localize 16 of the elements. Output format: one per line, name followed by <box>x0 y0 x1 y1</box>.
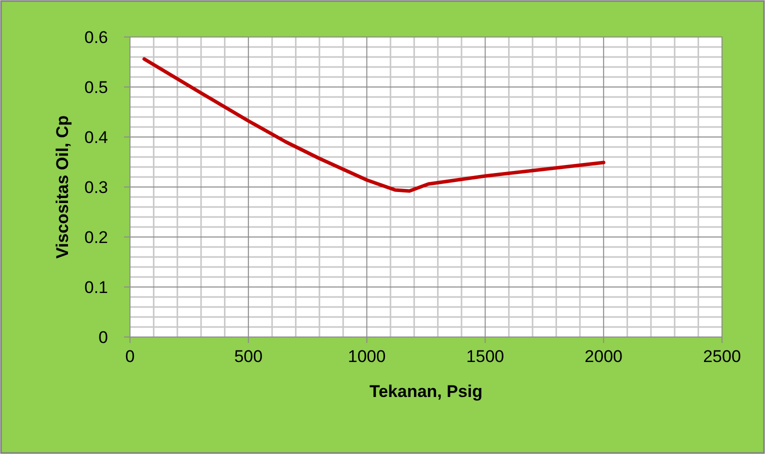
x-tick-label: 0 <box>125 347 135 366</box>
y-tick-label: 0.4 <box>84 128 108 147</box>
line-series <box>142 57 606 193</box>
y-tick-label: 0.6 <box>84 28 108 47</box>
x-tick-label: 1000 <box>348 347 386 366</box>
y-tick-label: 0.5 <box>84 78 108 97</box>
y-tick-label: 0.3 <box>84 178 108 197</box>
y-tick-label: 0.1 <box>84 278 108 297</box>
x-tick-label: 2000 <box>584 347 623 366</box>
y-axis-title: Viscositas Oil, Cp <box>53 115 72 259</box>
y-tick-label: 0 <box>98 328 108 347</box>
y-tick-label: 0.2 <box>84 228 108 247</box>
x-tick-label: 500 <box>234 347 263 366</box>
x-axis-title: Tekanan, Psig <box>369 382 483 401</box>
x-tick-label: 2500 <box>703 347 741 366</box>
x-tick-label: 1500 <box>466 347 504 366</box>
